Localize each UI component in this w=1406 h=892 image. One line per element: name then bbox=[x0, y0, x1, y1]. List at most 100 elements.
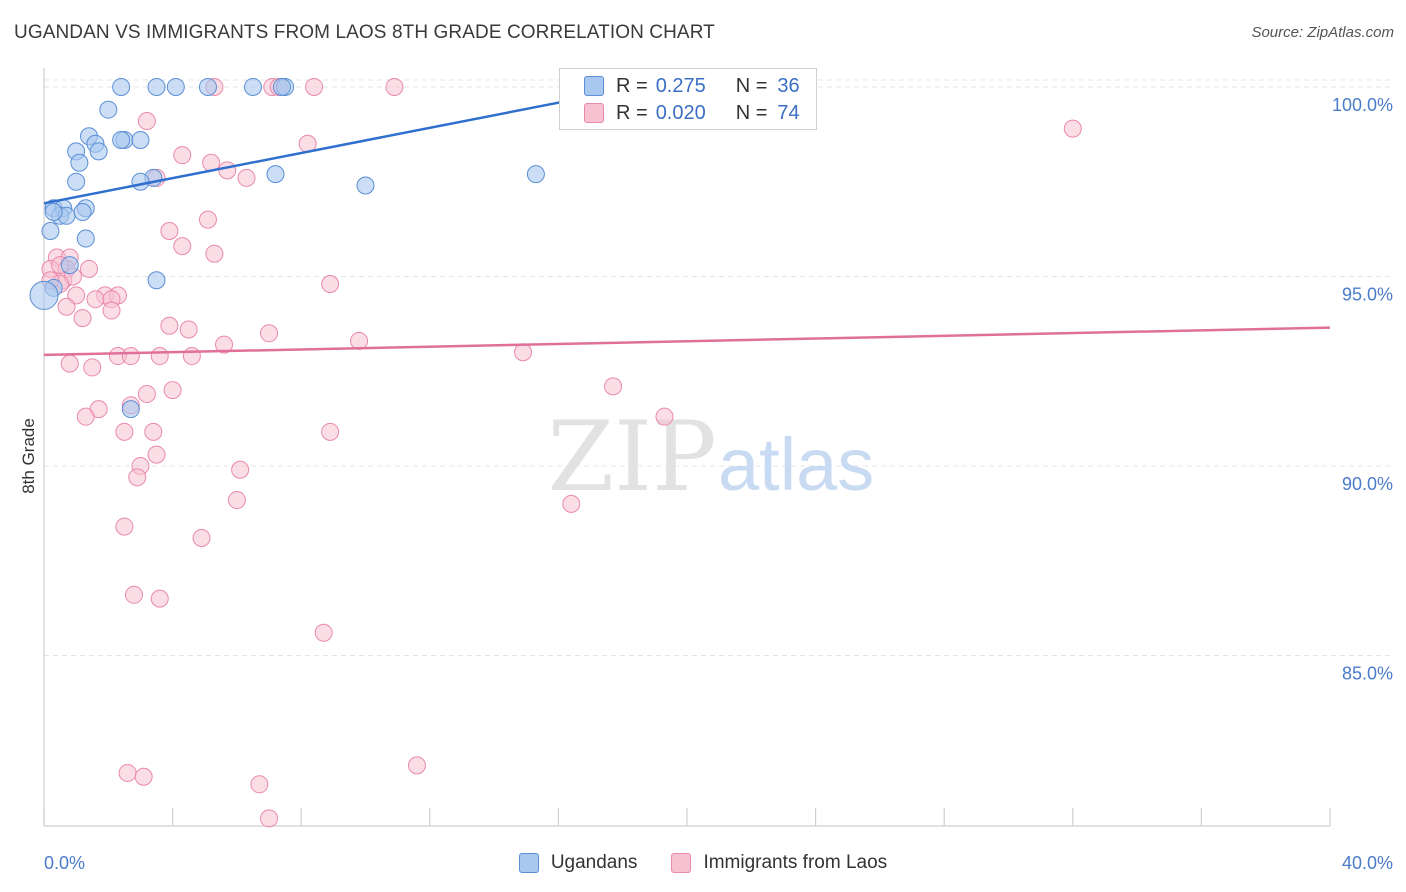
laos-point bbox=[179, 320, 198, 339]
correlation-legend: R = 0.275 N = 36 R = 0.020 N = 74 bbox=[559, 68, 817, 130]
laos-point bbox=[83, 358, 102, 377]
laos-point bbox=[80, 259, 99, 278]
series-legend: Ugandans Immigrants from Laos bbox=[0, 852, 1406, 874]
laos-point bbox=[314, 623, 333, 642]
legend-n-value-ugandans: 36 bbox=[777, 74, 800, 97]
ugandan-point bbox=[99, 100, 118, 119]
legend-label-laos: Immigrants from Laos bbox=[703, 852, 888, 873]
laos-point bbox=[407, 756, 426, 775]
y-tick-label: 90.0% bbox=[1342, 474, 1393, 494]
ugandan-point bbox=[89, 142, 108, 161]
laos-point bbox=[128, 468, 147, 487]
watermark: ZIP atlas bbox=[547, 401, 874, 513]
legend-r-label: R = bbox=[616, 101, 648, 124]
trend-lines bbox=[43, 85, 1331, 357]
legend-swatch-laos bbox=[584, 103, 604, 123]
laos-point bbox=[115, 517, 134, 536]
legend-swatch-laos bbox=[671, 853, 692, 873]
legend-n-label: N = bbox=[735, 74, 768, 97]
ugandan-trend-line bbox=[43, 85, 640, 205]
laos-point bbox=[125, 585, 144, 604]
legend-item-ugandans[interactable]: Ugandans bbox=[518, 852, 638, 874]
legend-row-ugandans: R = 0.275 N = 36 bbox=[584, 73, 800, 99]
ugandan-point bbox=[356, 176, 375, 195]
laos-point bbox=[150, 589, 169, 608]
gridlines bbox=[44, 79, 1392, 656]
legend-n-value-laos: 74 bbox=[777, 101, 800, 124]
laos-point bbox=[173, 237, 192, 256]
watermark-zip: ZIP bbox=[547, 401, 716, 513]
laos-point bbox=[121, 347, 140, 366]
laos-point bbox=[57, 297, 76, 316]
laos-point bbox=[260, 324, 279, 343]
laos-point bbox=[86, 290, 105, 309]
x-tick-label: 0.0% bbox=[44, 853, 85, 873]
source-label: Source: ZipAtlas.com bbox=[1251, 24, 1394, 41]
ugandan-point bbox=[112, 131, 131, 150]
ugandan-point bbox=[243, 77, 262, 96]
ugandan-point bbox=[266, 165, 285, 184]
laos-point bbox=[231, 460, 250, 479]
y-axis-title: 8th Grade bbox=[19, 418, 38, 494]
ugandan-point bbox=[112, 77, 131, 96]
legend-n-label: N = bbox=[735, 101, 768, 124]
laos-point bbox=[137, 112, 156, 131]
laos-point bbox=[655, 407, 674, 426]
laos-point bbox=[163, 381, 182, 400]
legend-item-laos[interactable]: Immigrants from Laos bbox=[671, 852, 887, 874]
axis-labels: 85.0% 90.0% 95.0% 100.0% 0.0% 40.0% 8th Grade bbox=[19, 95, 1393, 873]
laos-point bbox=[144, 422, 163, 441]
legend-r-label: R = bbox=[616, 74, 648, 97]
laos-point bbox=[321, 422, 340, 441]
laos-point bbox=[250, 775, 269, 794]
laos-point bbox=[260, 809, 279, 828]
laos-point bbox=[60, 354, 79, 373]
ugandan-point bbox=[131, 131, 150, 150]
legend-swatch-ugandans bbox=[584, 76, 604, 96]
laos-point bbox=[1063, 119, 1082, 138]
legend-label-ugandans: Ugandans bbox=[550, 852, 638, 873]
laos-point bbox=[385, 77, 404, 96]
laos-point bbox=[205, 244, 224, 263]
ugandan-point bbox=[166, 77, 185, 96]
ugandan-point bbox=[121, 400, 140, 419]
laos-point bbox=[118, 763, 137, 782]
laos-point bbox=[102, 301, 121, 320]
ugandan-point bbox=[67, 172, 86, 191]
y-tick-label: 100.0% bbox=[1332, 95, 1393, 115]
chart-title: UGANDAN VS IMMIGRANTS FROM LAOS 8TH GRAD… bbox=[14, 22, 715, 43]
laos-trend-line bbox=[43, 326, 1331, 357]
laos-point bbox=[218, 161, 237, 180]
laos-point bbox=[173, 146, 192, 165]
ugandan-points bbox=[29, 77, 545, 419]
y-tick-label: 85.0% bbox=[1342, 663, 1393, 683]
ugandan-point bbox=[272, 77, 291, 96]
ugandan-point bbox=[70, 153, 89, 172]
ugandan-point bbox=[60, 256, 79, 275]
y-tick-label: 95.0% bbox=[1342, 284, 1393, 304]
ugandan-point bbox=[73, 203, 92, 222]
laos-point bbox=[147, 445, 166, 464]
laos-point bbox=[115, 422, 134, 441]
laos-point bbox=[321, 275, 340, 294]
laos-point bbox=[305, 77, 324, 96]
ugandan-point bbox=[44, 203, 63, 222]
laos-point bbox=[73, 309, 92, 328]
ugandan-point bbox=[198, 77, 217, 96]
laos-point bbox=[76, 407, 95, 426]
laos-point bbox=[182, 347, 201, 366]
laos-point bbox=[192, 528, 211, 547]
ugandan-point bbox=[147, 271, 166, 290]
laos-point bbox=[150, 347, 169, 366]
legend-swatch-ugandans bbox=[518, 853, 539, 873]
axes bbox=[43, 68, 1331, 827]
legend-r-value-ugandans: 0.275 bbox=[655, 74, 706, 97]
ugandan-point bbox=[526, 165, 545, 184]
laos-point bbox=[350, 331, 369, 350]
ugandan-point bbox=[29, 280, 59, 310]
laos-point bbox=[137, 384, 156, 403]
laos-point bbox=[198, 210, 217, 229]
laos-point bbox=[134, 767, 153, 786]
ugandan-point bbox=[131, 172, 150, 191]
